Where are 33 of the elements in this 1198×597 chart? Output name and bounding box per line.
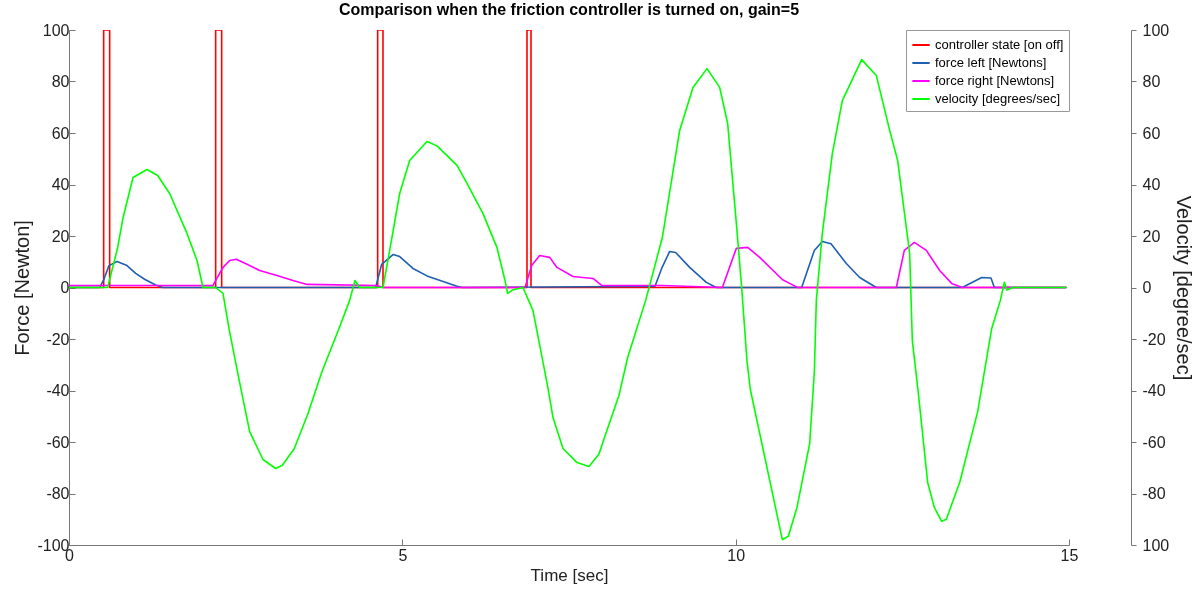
y2-tick-label: -20 [1142, 330, 1166, 348]
y-tick-label: 60 [51, 124, 70, 142]
legend-label: velocity [degrees/sec] [935, 91, 1061, 106]
line-series [69, 58, 1068, 541]
y-tick-label: 0 [60, 279, 70, 296]
y-tick-label: -60 [46, 433, 70, 451]
y-tick-label: -40 [46, 382, 70, 399]
legend-label: controller state [on off] [935, 37, 1064, 52]
y2-tick-label: 0 [1142, 279, 1152, 296]
y-tick-label: -80 [46, 485, 70, 502]
y2-tick-label: -40 [1142, 382, 1166, 399]
legend-label: force right [Newtons] [935, 73, 1055, 88]
y2-tick-label: 40 [1142, 176, 1161, 193]
x-tick-label: 5 [398, 546, 408, 564]
y-tick-label: 100 [42, 21, 70, 39]
y2-tick-label: 20 [1142, 227, 1161, 245]
y2-tick-label: 100 [1142, 536, 1170, 554]
y2-tick-label: -80 [1142, 485, 1166, 502]
y-tick-label: 20 [51, 227, 70, 245]
y2-tick-label: 80 [1142, 73, 1161, 90]
x-tick-label: 15 [1060, 546, 1079, 564]
y2-tick-label: -60 [1142, 433, 1166, 451]
y-tick-label: 80 [51, 73, 70, 90]
y-tick-label: -20 [46, 330, 70, 348]
chart-title: Comparison when the friction controller is turned on, gain=5 [338, 1, 800, 18]
x-axis-title: Time [sec] [530, 565, 609, 585]
y-axis-title: Force [Newton] [11, 220, 34, 356]
y2-tick-label: 60 [1142, 124, 1161, 142]
y-tick-label: 40 [51, 176, 70, 193]
y2-axis-title: Velocity [degree/sec] [1173, 195, 1196, 381]
y2-tick-label: 100 [1142, 21, 1170, 39]
legend-label: force left [Newtons] [935, 55, 1047, 70]
x-tick-label: 10 [727, 546, 746, 564]
